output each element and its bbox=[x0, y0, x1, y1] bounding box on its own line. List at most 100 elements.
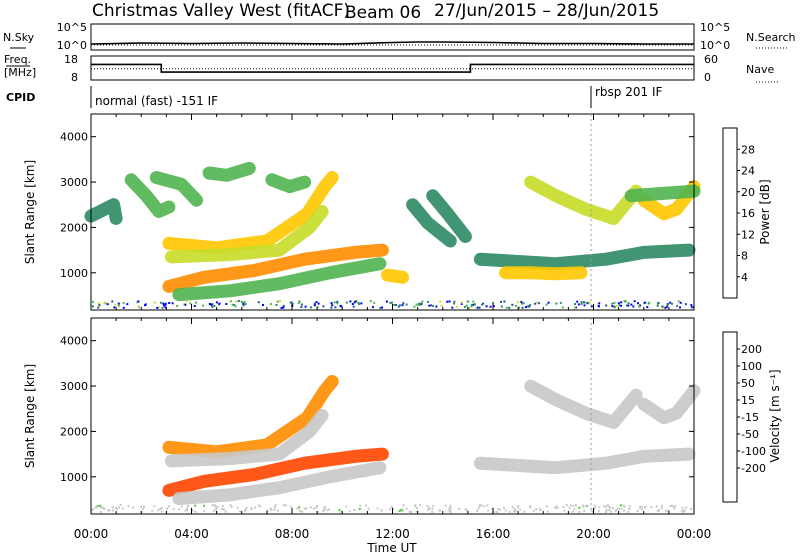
scatter-pixel bbox=[282, 504, 285, 507]
scatter-pixel bbox=[666, 305, 669, 308]
scatter-pixel bbox=[379, 306, 382, 309]
scatter-pixel bbox=[112, 509, 115, 512]
scatter-pixel bbox=[224, 510, 227, 513]
scatter-pixel bbox=[537, 302, 540, 305]
freq-left-tick-top: 18 bbox=[64, 53, 78, 66]
scatter-pixel bbox=[478, 306, 481, 309]
scatter-pixel bbox=[465, 304, 468, 307]
scatter-pixel bbox=[222, 508, 225, 511]
echo-band-2 bbox=[172, 461, 387, 506]
scatter-pixel bbox=[132, 506, 134, 509]
echo-band-12 bbox=[473, 243, 696, 271]
velocity-colorbar-tick-label: 100 bbox=[741, 360, 762, 373]
scatter-pixel bbox=[505, 306, 508, 309]
scatter-pixel bbox=[111, 300, 114, 303]
scatter-pixel bbox=[624, 300, 627, 303]
velocity-colorbar-tick-label: -200 bbox=[741, 462, 766, 475]
scatter-pixel bbox=[160, 510, 163, 513]
scatter-pixel bbox=[606, 504, 609, 507]
scatter-pixel bbox=[453, 300, 456, 303]
scatter-pixel bbox=[300, 306, 303, 309]
scatter-pixel bbox=[162, 302, 165, 305]
scatter-pixel bbox=[401, 510, 404, 513]
scatter-pixel bbox=[643, 302, 645, 305]
scatter-pixel bbox=[230, 505, 233, 508]
scatter-pixel bbox=[254, 506, 257, 509]
y-tick-label: 1000 bbox=[60, 471, 88, 484]
freq-right-tick-bottom: 0 bbox=[704, 71, 711, 84]
scatter-pixel bbox=[670, 504, 673, 507]
scatter-pixel bbox=[577, 303, 580, 306]
echo-band-4 bbox=[265, 173, 312, 194]
scatter-pixel bbox=[534, 302, 537, 305]
scatter-pixel bbox=[644, 301, 647, 304]
scatter-pixel bbox=[511, 506, 514, 509]
scatter-pixel bbox=[691, 306, 694, 309]
scatter-pixel bbox=[684, 303, 687, 306]
echo-band-1 bbox=[162, 447, 389, 497]
scatter-pixel bbox=[627, 302, 630, 305]
scatter-pixel bbox=[581, 504, 584, 507]
scatter-pixel bbox=[194, 504, 197, 507]
scatter-pixel bbox=[515, 304, 518, 307]
scatter-pixel bbox=[270, 509, 273, 512]
scatter-pixel bbox=[656, 302, 659, 305]
scatter-pixel bbox=[345, 505, 348, 508]
scatter-pixel bbox=[627, 304, 630, 307]
scatter-pixel bbox=[499, 508, 502, 511]
scatter-pixel bbox=[414, 504, 417, 507]
scatter-pixel bbox=[237, 300, 240, 302]
power-colorbar-tick-label: 28 bbox=[741, 143, 755, 156]
power-colorbar-tick-label: 8 bbox=[741, 250, 748, 263]
scatter-pixel bbox=[161, 306, 164, 309]
scatter-pixel bbox=[618, 304, 621, 307]
scatter-pixel bbox=[612, 507, 614, 510]
scatter-pixel bbox=[547, 301, 550, 304]
scatter-pixel bbox=[487, 509, 490, 512]
y-tick-label: 2000 bbox=[60, 425, 88, 438]
scatter-pixel bbox=[648, 301, 651, 304]
echo-band-9 bbox=[381, 268, 410, 284]
scatter-pixel bbox=[153, 301, 156, 304]
scatter-pixel bbox=[331, 304, 334, 307]
scatter-pixel bbox=[98, 305, 100, 308]
scatter-pixel bbox=[257, 504, 260, 507]
scatter-pixel bbox=[390, 506, 393, 508]
scatter-pixel bbox=[532, 509, 535, 512]
echo-band-8 bbox=[172, 257, 387, 302]
scatter-pixel bbox=[431, 510, 434, 513]
scatter-pixel bbox=[476, 306, 479, 309]
velocity-colorbar-frame bbox=[722, 331, 738, 503]
scatter-pixel bbox=[516, 506, 519, 509]
scatter-pixel bbox=[516, 301, 519, 304]
scatter-pixel bbox=[690, 304, 693, 307]
scatter-pixel bbox=[405, 507, 408, 510]
x-tick-label: 08:00 bbox=[275, 527, 310, 541]
scatter-pixel bbox=[122, 306, 125, 309]
scatter-pixel bbox=[214, 505, 217, 508]
y-tick-label: 3000 bbox=[60, 380, 88, 393]
scatter-pixel bbox=[164, 302, 167, 305]
scatter-pixel bbox=[141, 508, 144, 510]
scatter-pixel bbox=[415, 510, 418, 513]
scatter-pixel bbox=[472, 303, 475, 306]
scatter-pixel bbox=[231, 303, 234, 306]
scatter-pixel bbox=[279, 300, 281, 302]
scatter-pixel bbox=[455, 305, 458, 308]
scatter-pixel bbox=[402, 504, 405, 507]
scatter-pixel bbox=[229, 300, 232, 303]
echo-band-1 bbox=[124, 173, 176, 218]
scatter-pixel bbox=[573, 508, 576, 511]
scatter-pixel bbox=[677, 300, 680, 303]
scatter-pixel bbox=[381, 306, 383, 309]
scatter-pixel bbox=[157, 509, 160, 512]
scatter-pixel bbox=[598, 506, 601, 509]
scatter-pixel bbox=[605, 304, 608, 307]
scatter-pixel bbox=[665, 509, 668, 512]
scatter-pixel bbox=[348, 510, 351, 513]
freq-lines bbox=[91, 63, 694, 73]
scatter-pixel bbox=[364, 504, 367, 507]
echo-band-3 bbox=[202, 161, 256, 182]
noise-left-label: N.Sky bbox=[3, 31, 35, 44]
scatter-pixel bbox=[453, 302, 455, 305]
